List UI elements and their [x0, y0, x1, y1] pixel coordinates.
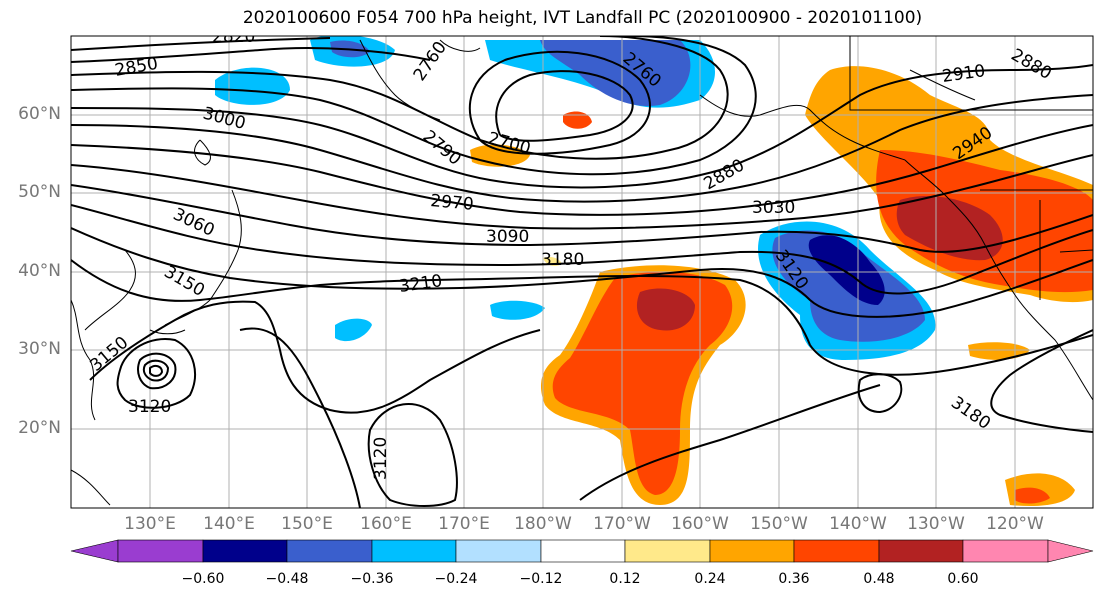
lon-label: 150°W: [750, 514, 808, 534]
lat-label: 60°N: [18, 104, 61, 124]
lat-label: 50°N: [18, 182, 61, 202]
map-title: 2020100600 F054 700 hPa height, IVT Land…: [242, 8, 923, 28]
colorbar-tick: −0.24: [434, 571, 478, 587]
colorbar-tick: 0.24: [694, 571, 726, 587]
colorbar-tick: −0.60: [181, 571, 225, 587]
graticule: [71, 36, 1093, 508]
lon-label: 150°E: [281, 514, 333, 534]
lon-label: 170°W: [593, 514, 651, 534]
contour-label: 3030: [752, 198, 795, 218]
lon-label: 180°W: [514, 514, 572, 534]
contour-label: 3120: [128, 397, 171, 417]
lon-label: 170°E: [438, 514, 490, 534]
colorbar-tick: 0.48: [863, 571, 895, 587]
colorbar-tick: 0.36: [778, 571, 810, 587]
contour-label: 2820: [212, 27, 255, 47]
contour-label: 3090: [486, 227, 529, 247]
lat-label: 20°N: [18, 418, 61, 438]
lon-label: 160°E: [360, 514, 412, 534]
lon-label: 160°W: [671, 514, 729, 534]
shading-positive: [470, 66, 1093, 507]
lon-label: 130°W: [907, 514, 965, 534]
lon-label: 120°W: [986, 514, 1044, 534]
lon-label: 130°E: [124, 514, 176, 534]
colorbar-tick: 0.60: [947, 571, 979, 587]
height-contours: [71, 36, 1093, 508]
colorbar: [70, 539, 1094, 563]
map-frame: [70, 35, 1094, 509]
colorbar-tick: −0.48: [265, 571, 309, 587]
lat-label: 30°N: [18, 339, 61, 359]
contour-label: 2970: [430, 191, 475, 215]
contour-label: 3180: [541, 250, 584, 270]
lat-label: 40°N: [18, 261, 61, 281]
lon-label: 140°W: [829, 514, 887, 534]
lon-label: 140°E: [203, 514, 255, 534]
contour-label: 3120: [371, 437, 391, 480]
colorbar-tick: −0.36: [350, 571, 394, 587]
colorbar-tick: 0.12: [609, 571, 641, 587]
colorbar-tick: −0.12: [519, 571, 563, 587]
